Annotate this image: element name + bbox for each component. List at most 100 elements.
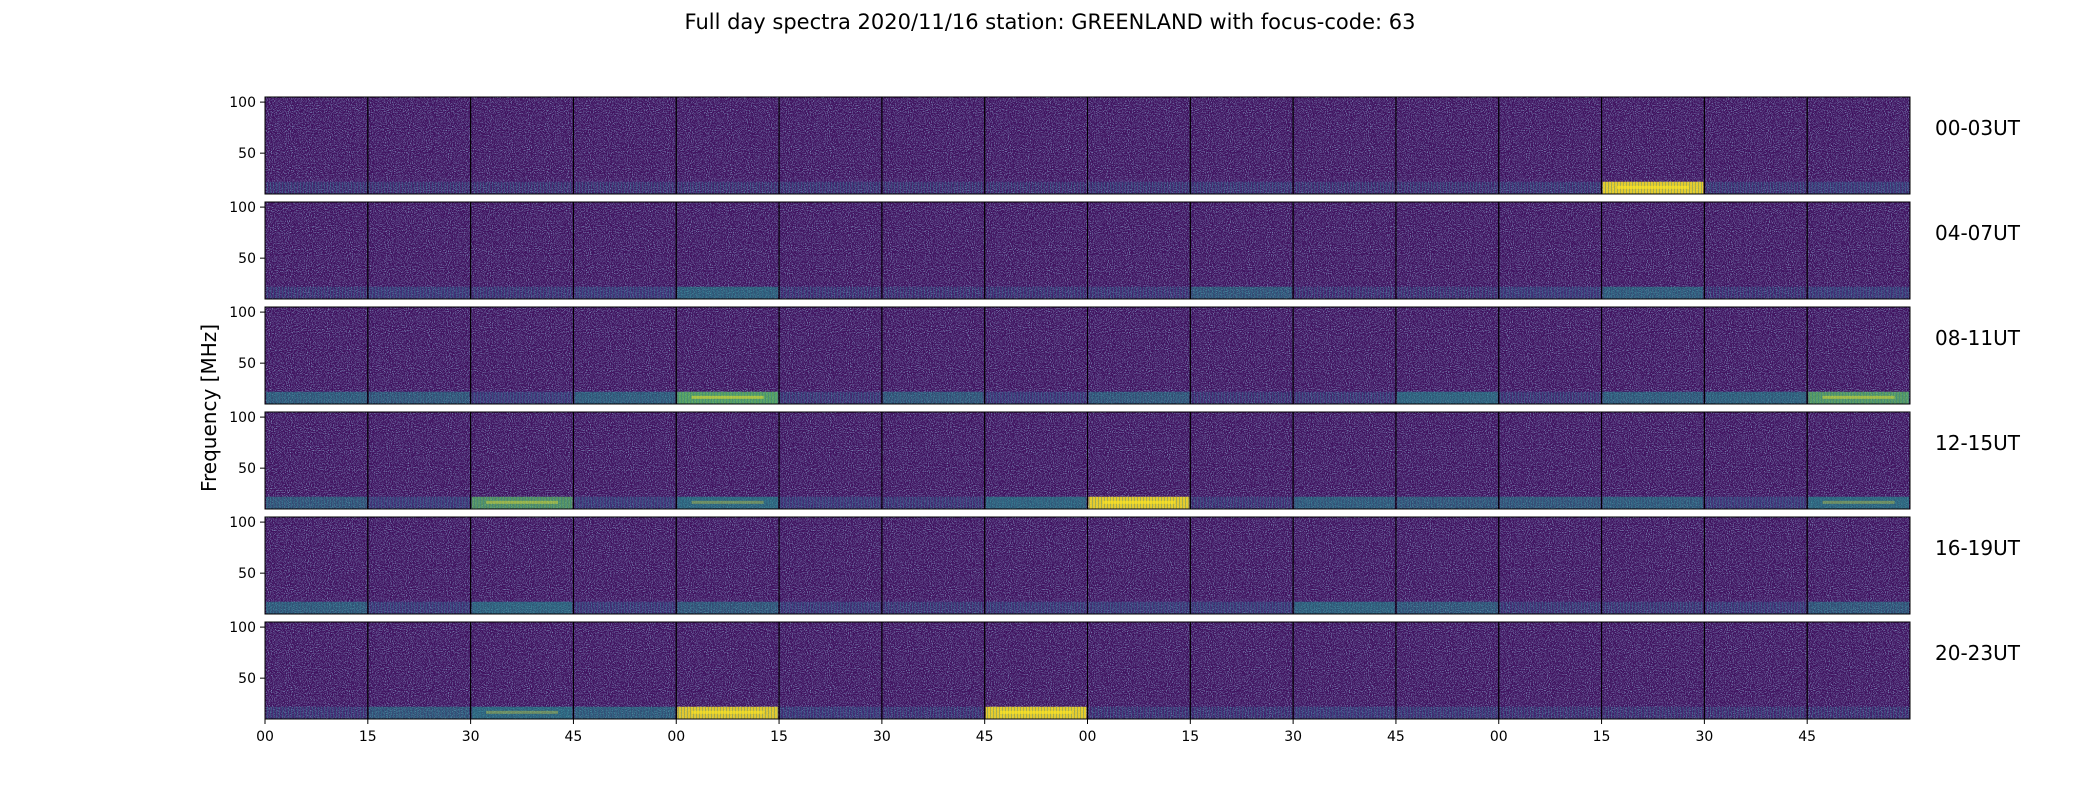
panel-streaks bbox=[1294, 286, 1395, 299]
panel-streaks bbox=[1705, 391, 1807, 404]
x-tick-label: 30 bbox=[462, 729, 480, 745]
panel-streaks bbox=[882, 181, 984, 194]
spectra-panel bbox=[1806, 306, 1911, 405]
panel-streaks bbox=[1808, 286, 1909, 299]
row-time-label: 20-23UT bbox=[1935, 641, 2021, 665]
x-tick-label: 15 bbox=[1593, 729, 1611, 745]
spectra-panel bbox=[1806, 621, 1911, 720]
x-tick-label: 45 bbox=[1798, 729, 1816, 745]
panel-streaks bbox=[1808, 391, 1909, 404]
panel-streaks bbox=[1294, 706, 1395, 719]
panel-streaks bbox=[574, 391, 676, 404]
y-tick-label: 50 bbox=[238, 671, 256, 687]
spectra-panel bbox=[1806, 201, 1911, 300]
y-tick-label: 100 bbox=[229, 515, 256, 531]
spectra-row: 100 50 16-19UT bbox=[229, 515, 2021, 615]
x-tick-label: 45 bbox=[1387, 729, 1405, 745]
panel-streaks bbox=[985, 391, 1087, 404]
panel-streaks bbox=[471, 286, 573, 299]
panel-streaks bbox=[1602, 601, 1704, 614]
panel-streaks bbox=[368, 496, 470, 509]
x-tick-label: 15 bbox=[359, 729, 377, 745]
x-tick-label: 00 bbox=[256, 729, 274, 745]
y-tick-label: 50 bbox=[238, 566, 256, 582]
y-tick-label: 50 bbox=[238, 356, 256, 372]
y-tick-label: 50 bbox=[238, 146, 256, 162]
panel-streaks bbox=[266, 181, 367, 194]
panel-hot-line bbox=[1616, 185, 1689, 189]
panel-streaks bbox=[882, 286, 984, 299]
panel-streaks bbox=[1088, 706, 1190, 719]
panel-streaks bbox=[1602, 496, 1704, 509]
x-tick-label: 30 bbox=[1284, 729, 1302, 745]
x-tick-label: 45 bbox=[976, 729, 994, 745]
panel-streaks bbox=[677, 601, 779, 614]
panel-streaks bbox=[1294, 496, 1395, 509]
x-tick-label: 00 bbox=[1079, 729, 1097, 745]
panel-streaks bbox=[1499, 181, 1601, 194]
panel-streaks bbox=[1294, 181, 1395, 194]
panel-streaks bbox=[574, 181, 676, 194]
spectra-row: 100 50 00-03UT bbox=[229, 95, 2021, 195]
panel-streaks bbox=[368, 181, 470, 194]
panel-streaks bbox=[1602, 286, 1704, 299]
panel-streaks bbox=[985, 286, 1087, 299]
x-tick-label: 30 bbox=[1695, 729, 1713, 745]
panel-streaks bbox=[574, 706, 676, 719]
panel-streaks bbox=[1191, 286, 1293, 299]
x-tick-label: 15 bbox=[1181, 729, 1199, 745]
panel-streaks bbox=[266, 706, 367, 719]
panel-streaks bbox=[1705, 706, 1807, 719]
panel-streaks bbox=[1294, 601, 1395, 614]
panel-streaks bbox=[368, 391, 470, 404]
x-tick-label: 45 bbox=[565, 729, 583, 745]
panel-streaks bbox=[677, 286, 779, 299]
panel-streaks bbox=[368, 706, 470, 719]
panel-streaks bbox=[1499, 496, 1601, 509]
panel-streaks bbox=[368, 601, 470, 614]
panel-streaks bbox=[471, 391, 573, 404]
panel-streaks bbox=[1499, 601, 1601, 614]
panel-streaks bbox=[1705, 286, 1807, 299]
panel-streaks bbox=[1705, 601, 1807, 614]
panel-streaks bbox=[1191, 601, 1293, 614]
spectra-panel bbox=[1806, 96, 1911, 195]
spectra-panel bbox=[1806, 411, 1911, 510]
panel-hot-line bbox=[1000, 710, 1073, 714]
panel-hot-line bbox=[691, 500, 764, 504]
panel-hot-line bbox=[1822, 500, 1895, 504]
panel-streaks bbox=[1088, 601, 1190, 614]
panel-streaks bbox=[471, 181, 573, 194]
panel-streaks bbox=[1088, 391, 1190, 404]
panel-streaks bbox=[1808, 706, 1909, 719]
row-time-label: 16-19UT bbox=[1935, 536, 2021, 560]
panel-streaks bbox=[985, 496, 1087, 509]
panel-streaks bbox=[882, 496, 984, 509]
panel-streaks bbox=[266, 496, 367, 509]
panel-streaks bbox=[1602, 391, 1704, 404]
x-tick-label: 00 bbox=[1490, 729, 1508, 745]
panel-streaks bbox=[471, 601, 573, 614]
panel-streaks bbox=[882, 391, 984, 404]
panel-streaks bbox=[882, 601, 984, 614]
panel-hot-line bbox=[1102, 500, 1175, 504]
panel-streaks bbox=[471, 706, 573, 719]
panel-streaks bbox=[471, 496, 573, 509]
panel-streaks bbox=[1396, 496, 1498, 509]
panel-streaks bbox=[1499, 286, 1601, 299]
row-time-label: 00-03UT bbox=[1935, 116, 2021, 140]
y-tick-label: 50 bbox=[238, 251, 256, 267]
y-tick-label: 100 bbox=[229, 95, 256, 111]
panel-streaks bbox=[1191, 496, 1293, 509]
panel-streaks bbox=[985, 181, 1087, 194]
panel-streaks bbox=[1396, 601, 1498, 614]
panel-streaks bbox=[882, 706, 984, 719]
panel-streaks bbox=[266, 286, 367, 299]
y-tick-label: 100 bbox=[229, 200, 256, 216]
panel-streaks bbox=[368, 286, 470, 299]
chart-title: Full day spectra 2020/11/16 station: GRE… bbox=[684, 10, 1416, 34]
panel-streaks bbox=[1808, 181, 1909, 194]
x-tick-label: 00 bbox=[667, 729, 685, 745]
